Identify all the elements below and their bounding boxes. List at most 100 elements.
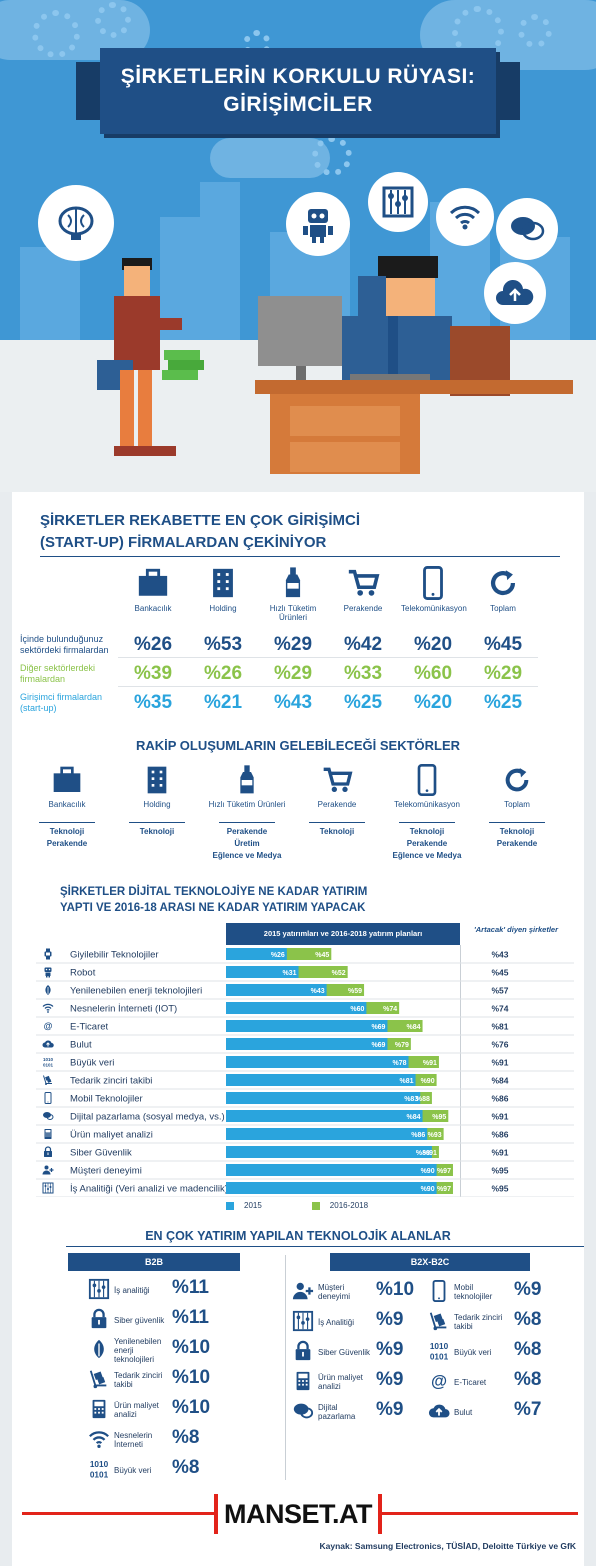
title-banner: ŞİRKETLERİN KORKULU RÜYASI: GİRİŞİMCİLER [100,48,496,134]
sector-label: Perakende [226,827,268,836]
bar-2015-label: %81 [400,1078,414,1085]
chart-row: Siber Güvenlik %88%91 %91 [36,1146,574,1162]
tech-area-value: %8 [172,1457,200,1478]
tech-area-label: Ürün maliyet analizi [318,1373,363,1391]
lock-icon [44,1146,52,1157]
tech-area-value: %9 [376,1399,404,1420]
section1-value: %20 [413,692,453,713]
building-icon [213,568,233,598]
category-label: Yenilenebilen enerji teknolojileri [70,986,202,997]
bar-2015-label: %60 [350,1006,364,1013]
robot-icon [44,967,52,978]
tech-area-row: Mobil teknolojiler %9 [0,1277,596,1305]
section1-value: %53 [203,634,243,655]
section1-value: %25 [483,692,523,713]
b2c-header: B2X-B2C [330,1253,530,1271]
bottle-icon [285,567,301,598]
bar-2015 [226,1038,388,1050]
robot-icon [303,209,333,243]
category-label: Tedarik zinciri takibi [70,1076,152,1087]
b2b-header: B2B [68,1253,240,1271]
businessman-desk [255,256,573,474]
tech-area-value: %11 [172,1277,209,1298]
section1-value: %60 [413,663,453,684]
manset-logo: MANSET.AT [214,1494,382,1534]
leaf-icon [45,985,51,995]
legend-item-2016: 2016-2018 [311,1201,368,1210]
bar-2015 [226,1074,416,1086]
chart-row: Giyilebilir Teknolojiler %26 %45 %43 [36,948,574,964]
tech-area-row: Ürün maliyet analizi %10 [0,1395,596,1423]
section2-column-label: Hızlı Tüketim Ürünleri [208,800,286,809]
artacak-value: %57 [491,986,508,996]
svg-text:@: @ [44,1021,53,1031]
artacak-value: %95 [491,1184,508,1194]
row-divider [118,657,538,658]
section2-column: Bankacılık Teknoloji Perakende [22,764,112,850]
bar-2015 [226,1020,388,1032]
sector-label: Teknoloji [319,827,355,836]
tech-area-row: @ E-Ticaret %8 [0,1367,596,1395]
section2-columns: Bankacılık Teknoloji Perakende Holding Tekno… [22,764,582,874]
brain-icon [58,206,94,240]
bar-2015 [226,1056,409,1068]
column-divider [489,822,545,823]
column-divider [309,822,365,823]
category-label: Nesnelerin İnterneti (IOT) [70,1004,177,1015]
category-label: Ürün maliyet analizi [70,1130,153,1141]
sector-label: Eğlence ve Medya [392,851,462,860]
chart-row: İş Analitiği (Veri analizi ve madencilik… [36,1182,574,1197]
section1-value: %39 [133,663,173,684]
section1-value: %26 [133,634,173,655]
sector-label: Teknoloji [139,827,175,836]
tech-area-value: %10 [172,1337,211,1358]
chart-row: Nesnelerin İnterneti (IOT) %60 %74 %74 [36,1002,574,1018]
bar-2015-label: %90 [421,1186,435,1193]
bar-2016-label: %91 [423,1060,437,1067]
bar-2015-label: %83 [404,1096,418,1103]
page-title-line2: GİRİŞİMCİLER [223,93,373,116]
svg-text:1010: 1010 [43,1057,54,1062]
chat-icon [293,1403,314,1419]
section1-value: %45 [483,634,523,655]
sector-label: Perakende [496,839,538,848]
tech-area-value: %9 [376,1309,404,1330]
chart-row: Robot %31 %52 %45 [36,966,574,982]
column-divider [129,822,185,823]
brain-bubble [38,185,114,261]
section1-title-line2: (START-UP) FİRMALARDAN ÇEKİNİYOR [40,534,327,551]
artacak-value: %91 [491,1112,508,1122]
sector-label: Teknoloji [499,827,535,836]
category-label: İş Analitiği (Veri analizi ve madencilik… [70,1184,228,1195]
abacus-bubble [368,172,428,232]
tech-area-row: Tedarik zinciri takibi %8 [0,1307,596,1335]
tech-area-value: %10 [172,1367,211,1388]
bar-2015-label: %84 [407,1114,421,1121]
cloud-icon [428,1404,450,1418]
section2-column-label: Perakende [317,800,357,809]
category-label: Büyük veri [70,1058,114,1069]
category-label: Siber Güvenlik [70,1148,132,1159]
bar-2015-label: %86 [411,1132,425,1139]
abacus-icon [292,1310,314,1332]
section2-column-label: Telekomünikasyon [394,800,460,809]
artacak-value: %91 [491,1148,508,1158]
tech-area-row: Ürün maliyet analizi %9 [0,1367,596,1395]
tech-area-value: %7 [514,1399,542,1420]
tech-area-label: Siber güvenlik [114,1315,165,1325]
section4-title: EN ÇOK YATIRIM YAPILAN TEKNOLOJİK ALANLA… [145,1229,451,1243]
bar-2015-label: %31 [283,970,297,977]
robot-bubble [286,192,350,256]
section1-column-label: Telekomünikasyon [401,604,467,613]
section1-column: Telekomünikasyon [398,566,468,613]
phone-icon [44,1092,52,1104]
bar-2016-label: %97 [437,1168,451,1175]
tech-area-value: %9 [376,1339,404,1360]
bar-2016-label: %52 [332,970,346,977]
hero-illustration: ŞİRKETLERİN KORKULU RÜYASI: GİRİŞİMCİLER [0,0,596,492]
bar-2015-label: %43 [311,988,325,995]
leaf-icon [94,1339,104,1359]
cloud-icon [42,1040,54,1048]
section1-value: %33 [343,663,383,684]
